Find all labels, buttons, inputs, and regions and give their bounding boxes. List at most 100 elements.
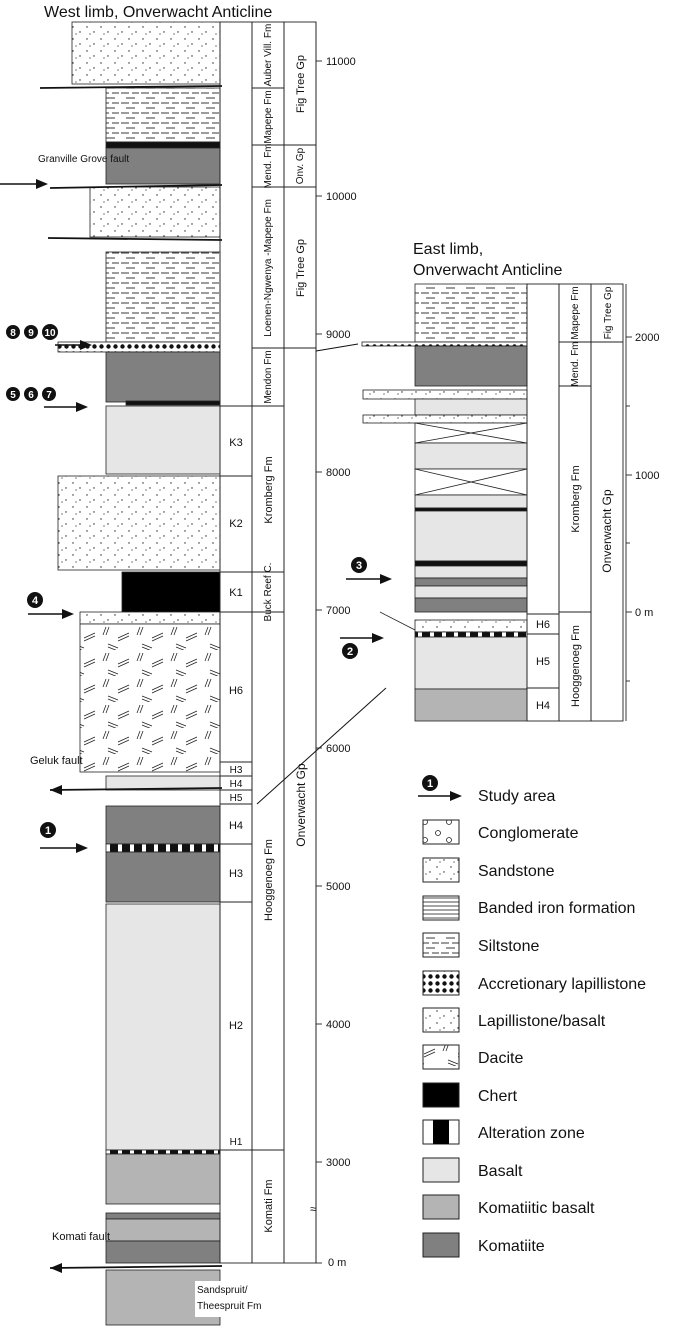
legend-study-marker: 1 [418,775,462,801]
legend-label-basalt: Basalt [478,1163,523,1180]
svg-text:5: 5 [10,390,16,401]
group-fig-tree-top: Fig Tree Gp [295,55,307,113]
legend-swatch-lapillistone [422,1007,460,1033]
west-tick-4000: 4000 [326,1019,350,1031]
legend-swatch-conglomerate [422,819,460,845]
study-arrow-4 [28,609,74,619]
svg-text:1: 1 [45,825,51,837]
legend-label-lapillistone: Lapillistone/basalt [478,1013,606,1030]
east-title-line2: Onverwacht Anticline [413,262,563,279]
member-k2: K2 [229,518,242,530]
legend-label-komatiite: Komatiite [478,1238,545,1255]
formation-komati: Komati Fm [263,1179,275,1232]
west-tick-3000: 3000 [326,1157,350,1169]
svg-text:10: 10 [44,328,56,339]
fault-arrow-komati-icon [50,1263,62,1273]
study-arrow-5-6-7 [44,402,88,412]
east-member-h6: H6 [536,619,550,631]
legend-swatch-chert [422,1082,460,1108]
formation-auber-vill: Auber Vill. Fm [263,24,274,87]
west-tick-10000: 10000 [326,191,357,203]
svg-text:4: 4 [32,595,39,607]
member-h1: H1 [230,1137,243,1148]
east-member-h4: H4 [536,700,550,712]
fault-label-komati: Komati fault [52,1231,110,1243]
legend-swatch-alteration [422,1119,460,1145]
formation-mapepe-west: Mapepe Fm [263,90,274,143]
west-tick-6000: 6000 [326,743,350,755]
fault-label-granville: Granville Grove fault [38,154,129,165]
legend-swatch-dacite [422,1044,460,1070]
member-h6-west: H6 [229,685,243,697]
formation-mend-west: Mend. Fm [263,143,274,188]
east-formation-mend: Mend. Fm [570,341,581,386]
formation-mendon: Mendon Fm [263,350,274,403]
east-covered-intervals [379,422,528,631]
member-h4-west: H4 [229,820,243,832]
group-onv: Onv. Gp [295,147,306,184]
study-marker-6: 6 [24,387,38,401]
svg-text:8: 8 [10,328,16,339]
west-tick-5000: 5000 [326,881,350,893]
legend-label-sandstone: Sandstone [478,863,555,880]
member-h4-upper: H4 [230,779,243,790]
legend-label-bif: Banded iron formation [478,900,635,917]
group-onverwacht-west: Onverwacht Gp [294,763,308,847]
west-tick-7000: 7000 [326,605,350,617]
svg-text:9: 9 [28,328,34,339]
west-unit-columns [219,21,317,1264]
svg-text:7: 7 [46,390,52,401]
member-k1: K1 [229,587,242,599]
fault-label-geluk: Geluk fault [30,755,83,767]
group-fig-tree-mid: Fig Tree Gp [295,239,307,297]
west-tick-8000: 8000 [326,467,350,479]
legend-label-dacite: Dacite [478,1050,523,1067]
study-marker-7: 7 [42,387,56,401]
svg-text:1: 1 [427,778,433,790]
study-marker-4: 4 [27,592,43,608]
study-marker-3: 3 [351,557,367,573]
fault-arrow-geluk-icon [50,785,62,795]
east-group-onverwacht: Onverwacht Gp [600,489,614,573]
formation-hooggenoeg-west: Hooggenoeg Fm [263,839,275,921]
west-tick-9000: 9000 [326,329,350,341]
east-lithology-column [361,283,528,722]
svg-text:3: 3 [356,560,362,572]
west-scale-ticks [316,60,322,1264]
base-unit-label-1: Sandspruit/ [197,1285,248,1296]
member-h2: H2 [229,1020,243,1032]
member-h5-west: H5 [230,793,243,804]
west-tick-0: 0 m [328,1257,346,1269]
base-unit-label-2: Theespruit Fm [197,1301,261,1312]
study-marker-9: 9 [24,325,38,339]
study-arrow-2 [340,633,384,643]
east-scale [625,284,632,721]
west-lithology-column [57,21,285,1326]
west-fault-lines [39,85,223,1269]
legend-swatch-bif [422,895,460,921]
study-arrow-1 [40,843,88,853]
west-title: West limb, Onverwacht Anticline [44,4,272,21]
member-k3: K3 [229,437,242,449]
east-unit-columns [526,283,624,722]
formation-buck-reef: Buck Reef C. [263,563,274,622]
east-formation-hooggenoeg: Hooggenoeg Fm [570,625,582,707]
legend-swatch-basalt [422,1157,460,1183]
legend-swatch-sandstone [422,857,460,883]
east-tick-1000: 1000 [635,470,659,482]
study-marker-2: 2 [342,643,358,659]
west-tick-11000: 11000 [326,56,356,68]
legend-label-komatiitic-basalt: Komatiitic basalt [478,1200,595,1217]
legend-label-alteration: Alteration zone [478,1125,585,1142]
legend-label-study-area: Study area [478,788,555,805]
fault-arrow-granville [0,179,48,189]
legend-swatch-siltstone [422,932,460,958]
east-formation-kromberg: Kromberg Fm [570,465,582,532]
legend: 1 Study area Conglomerate Sandstone Band… [418,775,646,1258]
east-formation-mapepe: Mapepe Fm [570,286,581,339]
study-marker-8: 8 [6,325,20,339]
east-group-fig-tree: Fig Tree Gp [603,286,614,339]
study-arrow-3 [346,574,392,584]
east-tick-0: 0 m [635,607,653,619]
